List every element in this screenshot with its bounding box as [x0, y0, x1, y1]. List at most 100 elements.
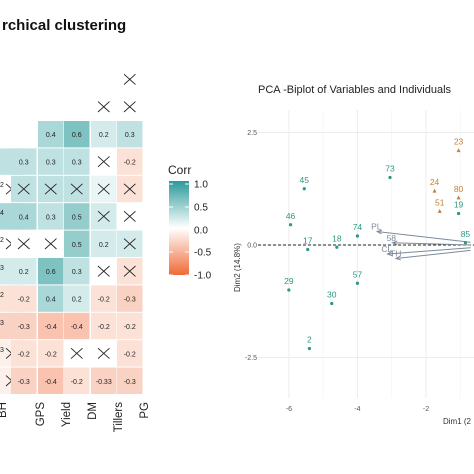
cell-value: 0.2: [72, 297, 82, 304]
heatmap-cell-pg: [117, 93, 143, 120]
cell-value: -0.2: [98, 324, 110, 331]
cross-mark: [70, 347, 83, 359]
pca-grid: [258, 110, 474, 398]
pca-x-tick: -4: [354, 406, 360, 413]
cell-value: 0.4: [19, 214, 29, 221]
cross-mark: [123, 101, 136, 113]
correlation-legend: Corr 1.0 0.5 0.0 -0.5 -1.0: [168, 163, 212, 282]
cell-value: -0.3: [124, 379, 136, 386]
pca-y-tick: -2.5: [245, 355, 257, 362]
heatmap-cell-tillers: [91, 203, 117, 230]
individual-label: 2: [307, 335, 312, 345]
individual-point-triangle: [456, 195, 461, 200]
cross-mark: [44, 183, 57, 195]
variable-arrow: [395, 249, 471, 259]
individual-label: 46: [286, 211, 296, 221]
individual-label: 29: [284, 276, 294, 286]
legend-tick-label: -1.0: [194, 271, 212, 282]
cell-value: 0.6: [72, 132, 82, 139]
individual-label: 23: [454, 137, 464, 147]
heatmap-cell-yield: [38, 230, 64, 257]
cell-value: 0.3: [72, 269, 82, 276]
x-tick-label: BH: [0, 402, 9, 418]
cross-mark: [97, 183, 110, 195]
cell-value: -0.4: [71, 324, 83, 331]
heatmap-cells: 0.3 0.4 0.2 -0.2 -0.3 -0.2 -0.3 0.4 0.3 0.3 0.6 0.4…: [0, 66, 143, 394]
cross-mark: [97, 265, 110, 277]
heatmap-cell-pg: -0.3: [117, 367, 143, 394]
heatmap-cell-dm: 0.5: [64, 203, 90, 230]
heatmap-cell-gps: -0.3: [11, 367, 37, 394]
heatmap-cell-gps: [11, 230, 37, 257]
heatmap-cell-tillers: -0.33: [91, 367, 117, 394]
heatmap-cell-gps: 0.4: [11, 203, 37, 230]
heatmap-cell-tillers: [91, 93, 117, 120]
row-value-fragment: 4: [0, 210, 4, 217]
cell-value: -0.33: [96, 379, 112, 386]
pca-x-tick: -6: [286, 406, 292, 413]
cell-value: -0.3: [124, 297, 136, 304]
individual-point: [288, 223, 293, 227]
heatmap-cell-dm: [64, 175, 90, 203]
cross-mark: [123, 183, 136, 195]
variable-label: TH: [390, 249, 401, 259]
x-tick-label: PG: [139, 402, 151, 419]
heatmap-cell-tillers: [91, 175, 117, 203]
row-value-fragment: 2: [0, 237, 4, 244]
heatmap-cell-yield: 0.4: [38, 121, 64, 148]
heatmap-row-labels: 2 4 2 3 2 3 3: [0, 182, 4, 354]
heatmap-title: rchical clustering: [2, 17, 126, 34]
cell-value: -0.2: [124, 324, 136, 331]
individual-label: 74: [353, 222, 363, 232]
heatmap-cell-gps: -0.2: [11, 285, 37, 312]
heatmap-cell-dm: -0.4: [64, 312, 90, 340]
cell-value: -0.2: [98, 297, 110, 304]
heatmap-cell-gps: 0.3: [11, 148, 37, 175]
cross-mark: [70, 183, 83, 195]
individual-point: [307, 346, 312, 351]
individual-label: 30: [327, 290, 337, 300]
individual-point: [388, 175, 392, 180]
heatmap-cell-dm: 0.3: [64, 148, 90, 175]
row-value-fragment: 3: [0, 320, 4, 327]
arrow-head: [375, 229, 383, 235]
individual-point: [302, 187, 306, 191]
pca-y-tick: 2.5: [247, 130, 257, 137]
cell-value: 0.5: [72, 214, 82, 221]
individual-label: 80: [454, 184, 464, 194]
legend-tick-label: 0.5: [194, 203, 208, 214]
heatmap-x-labels: BH GPS Yield DM Tillers PG: [0, 402, 151, 433]
legend-tick-label: -0.5: [194, 248, 212, 259]
individual-label: 51: [435, 197, 445, 207]
cross-mark: [123, 265, 136, 277]
cell-value: 0.2: [19, 269, 29, 276]
heatmap-cell-tillers: 0.2: [91, 230, 117, 257]
cell-value: 0.5: [72, 242, 82, 249]
heatmap-cell-yield: 0.3: [38, 148, 64, 175]
arrow-head: [386, 251, 393, 257]
cross-mark: [123, 238, 136, 250]
pca-title: PCA -Biplot of Variables and Individuals: [258, 84, 452, 96]
legend-ticks: 1.0 0.5 0.0 -0.5 -1.0: [169, 180, 212, 282]
cell-value: -0.4: [45, 324, 57, 331]
cell-value: 0.4: [46, 297, 56, 304]
pca-x-tick: -2: [423, 406, 429, 413]
heatmap-cell-gps: -0.2: [11, 340, 37, 367]
heatmap-cell-tillers: [91, 258, 117, 285]
cell-value: -0.3: [18, 379, 30, 386]
pca-points: 45 73 46 74 17 18 57 29 30 2 19 85 23 24 51 80: [284, 137, 470, 351]
heatmap-cell-dm: -0.2: [64, 367, 90, 394]
individual-label: 45: [300, 175, 310, 185]
x-tick-label: GPS: [35, 402, 47, 427]
cell-value: -0.2: [45, 351, 57, 358]
heatmap-cell-yield: -0.2: [38, 340, 64, 367]
cell-value: -0.4: [45, 379, 57, 386]
heatmap-cell-gps: [11, 175, 37, 203]
cell-value: 0.2: [99, 132, 109, 139]
individual-label: 73: [385, 164, 395, 174]
individual-label: 19: [454, 200, 464, 210]
heatmap-cell-dm: 0.6: [64, 121, 90, 148]
cross-mark: [17, 238, 30, 250]
heatmap-cell-pg: [117, 230, 143, 257]
heatmap-cell-pg: [117, 66, 143, 93]
